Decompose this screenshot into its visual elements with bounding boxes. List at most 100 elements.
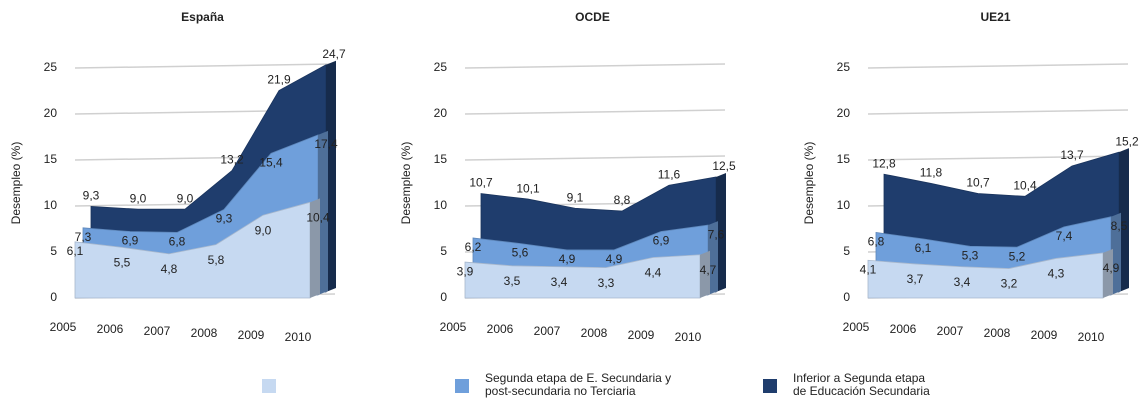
value-label: 11,6 — [658, 167, 681, 181]
y-tick-label: 5 — [843, 244, 850, 258]
value-label: 5,3 — [962, 248, 979, 262]
y-tick-label: 25 — [434, 60, 448, 74]
value-label: 4,1 — [860, 262, 877, 276]
value-label: 3,2 — [1001, 277, 1018, 291]
x-tick-label: 2010 — [1078, 330, 1105, 344]
x-tick-label: 2010 — [675, 330, 702, 344]
grid-line — [74, 63, 336, 69]
y-tick-label: 20 — [837, 106, 851, 120]
value-label: 9,3 — [83, 189, 100, 203]
x-tick-label: 2006 — [890, 322, 917, 336]
x-tick-label: 2005 — [843, 320, 870, 334]
y-axis-label: Desempleo (%) — [399, 142, 413, 225]
value-label: 15,2 — [1115, 134, 1139, 148]
value-label: 4,7 — [700, 263, 717, 277]
value-label: 10,4 — [306, 210, 330, 224]
x-tick-label: 2009 — [1031, 328, 1058, 342]
x-tick-label: 2006 — [97, 322, 124, 336]
value-label: 5,8 — [208, 253, 225, 267]
y-tick-label: 0 — [440, 290, 447, 304]
x-tick-label: 2007 — [534, 324, 561, 338]
chart-title: UE21 — [980, 10, 1010, 24]
grid-line — [464, 109, 726, 115]
value-label: 10,1 — [516, 181, 540, 195]
y-tick-label: 25 — [44, 60, 58, 74]
value-label: 6,1 — [67, 244, 84, 258]
legend-label: Inferior a Segunda etapa de Educación Se… — [793, 371, 930, 398]
x-tick-label: 2007 — [937, 324, 964, 338]
value-label: 3,5 — [504, 274, 521, 288]
value-label: 10,7 — [966, 176, 990, 190]
value-label: 24,7 — [322, 47, 346, 61]
y-tick-label: 25 — [837, 60, 851, 74]
value-label: 15,4 — [259, 155, 283, 169]
value-label: 6,8 — [868, 235, 885, 249]
legend-line: de Educación Secundaria — [793, 384, 930, 398]
area-side — [708, 221, 718, 295]
chart-title: OCDE — [575, 10, 610, 24]
x-tick-label: 2008 — [581, 326, 608, 340]
area-side — [1103, 248, 1113, 298]
value-label: 9,0 — [177, 191, 194, 205]
value-label: 3,7 — [907, 272, 924, 286]
legend-swatch — [262, 379, 276, 393]
x-tick-label: 2007 — [144, 324, 171, 338]
x-tick-label: 2008 — [191, 326, 218, 340]
area-side — [716, 173, 726, 292]
x-tick-label: 2009 — [238, 328, 265, 342]
value-label: 6,2 — [465, 240, 482, 254]
area-side — [310, 198, 320, 298]
y-axis-label: Desempleo (%) — [802, 142, 816, 225]
y-tick-label: 20 — [434, 106, 448, 120]
value-label: 9,0 — [130, 191, 147, 205]
x-tick-label: 2010 — [285, 330, 312, 344]
x-tick-label: 2009 — [628, 328, 655, 342]
area-side — [318, 130, 328, 295]
value-label: 6,8 — [169, 235, 186, 249]
grid-line — [464, 155, 726, 161]
x-tick-label: 2005 — [440, 320, 467, 334]
value-label: 4,4 — [645, 266, 662, 280]
y-tick-label: 10 — [44, 198, 58, 212]
x-tick-label: 2008 — [984, 326, 1011, 340]
area-side — [1119, 148, 1129, 292]
chart-title: España — [181, 10, 224, 24]
legend-line: Inferior a Segunda etapa — [793, 371, 928, 385]
legend-line: post-secundaria no Terciaria — [485, 384, 636, 398]
value-label: 13,2 — [220, 153, 244, 167]
y-tick-label: 15 — [44, 152, 58, 166]
value-label: 5,2 — [1009, 249, 1026, 263]
value-label: 7,4 — [1056, 229, 1073, 243]
x-tick-label: 2005 — [50, 320, 77, 334]
value-label: 7,6 — [708, 227, 725, 241]
value-label: 5,6 — [512, 246, 529, 260]
value-label: 4,9 — [1103, 261, 1120, 275]
value-label: 9,0 — [255, 223, 272, 237]
value-label: 5,5 — [114, 256, 131, 270]
legend-label: Segunda etapa de E. Secundaria y post-se… — [485, 371, 674, 398]
value-label: 9,3 — [216, 212, 233, 226]
value-label: 4,9 — [606, 252, 623, 266]
value-label: 12,8 — [872, 156, 896, 170]
value-label: 4,3 — [1048, 267, 1065, 281]
value-label: 4,8 — [161, 262, 178, 276]
area-side — [700, 250, 710, 298]
value-label: 10,4 — [1013, 178, 1037, 192]
value-label: 4,9 — [559, 252, 576, 266]
legend-swatch — [455, 379, 469, 393]
legend-swatch — [763, 379, 777, 393]
y-tick-label: 0 — [843, 290, 850, 304]
value-label: 13,7 — [1060, 148, 1084, 162]
value-label: 8,8 — [614, 193, 631, 207]
value-label: 10,7 — [469, 176, 493, 190]
value-label: 17,4 — [314, 137, 338, 151]
y-tick-label: 5 — [440, 244, 447, 258]
y-tick-label: 0 — [50, 290, 57, 304]
value-label: 6,9 — [653, 234, 670, 248]
grid-line — [867, 155, 1129, 161]
value-label: 21,9 — [267, 73, 291, 87]
y-axis-label: Desempleo (%) — [9, 142, 23, 225]
grid-line — [867, 63, 1129, 69]
y-tick-label: 10 — [837, 198, 851, 212]
